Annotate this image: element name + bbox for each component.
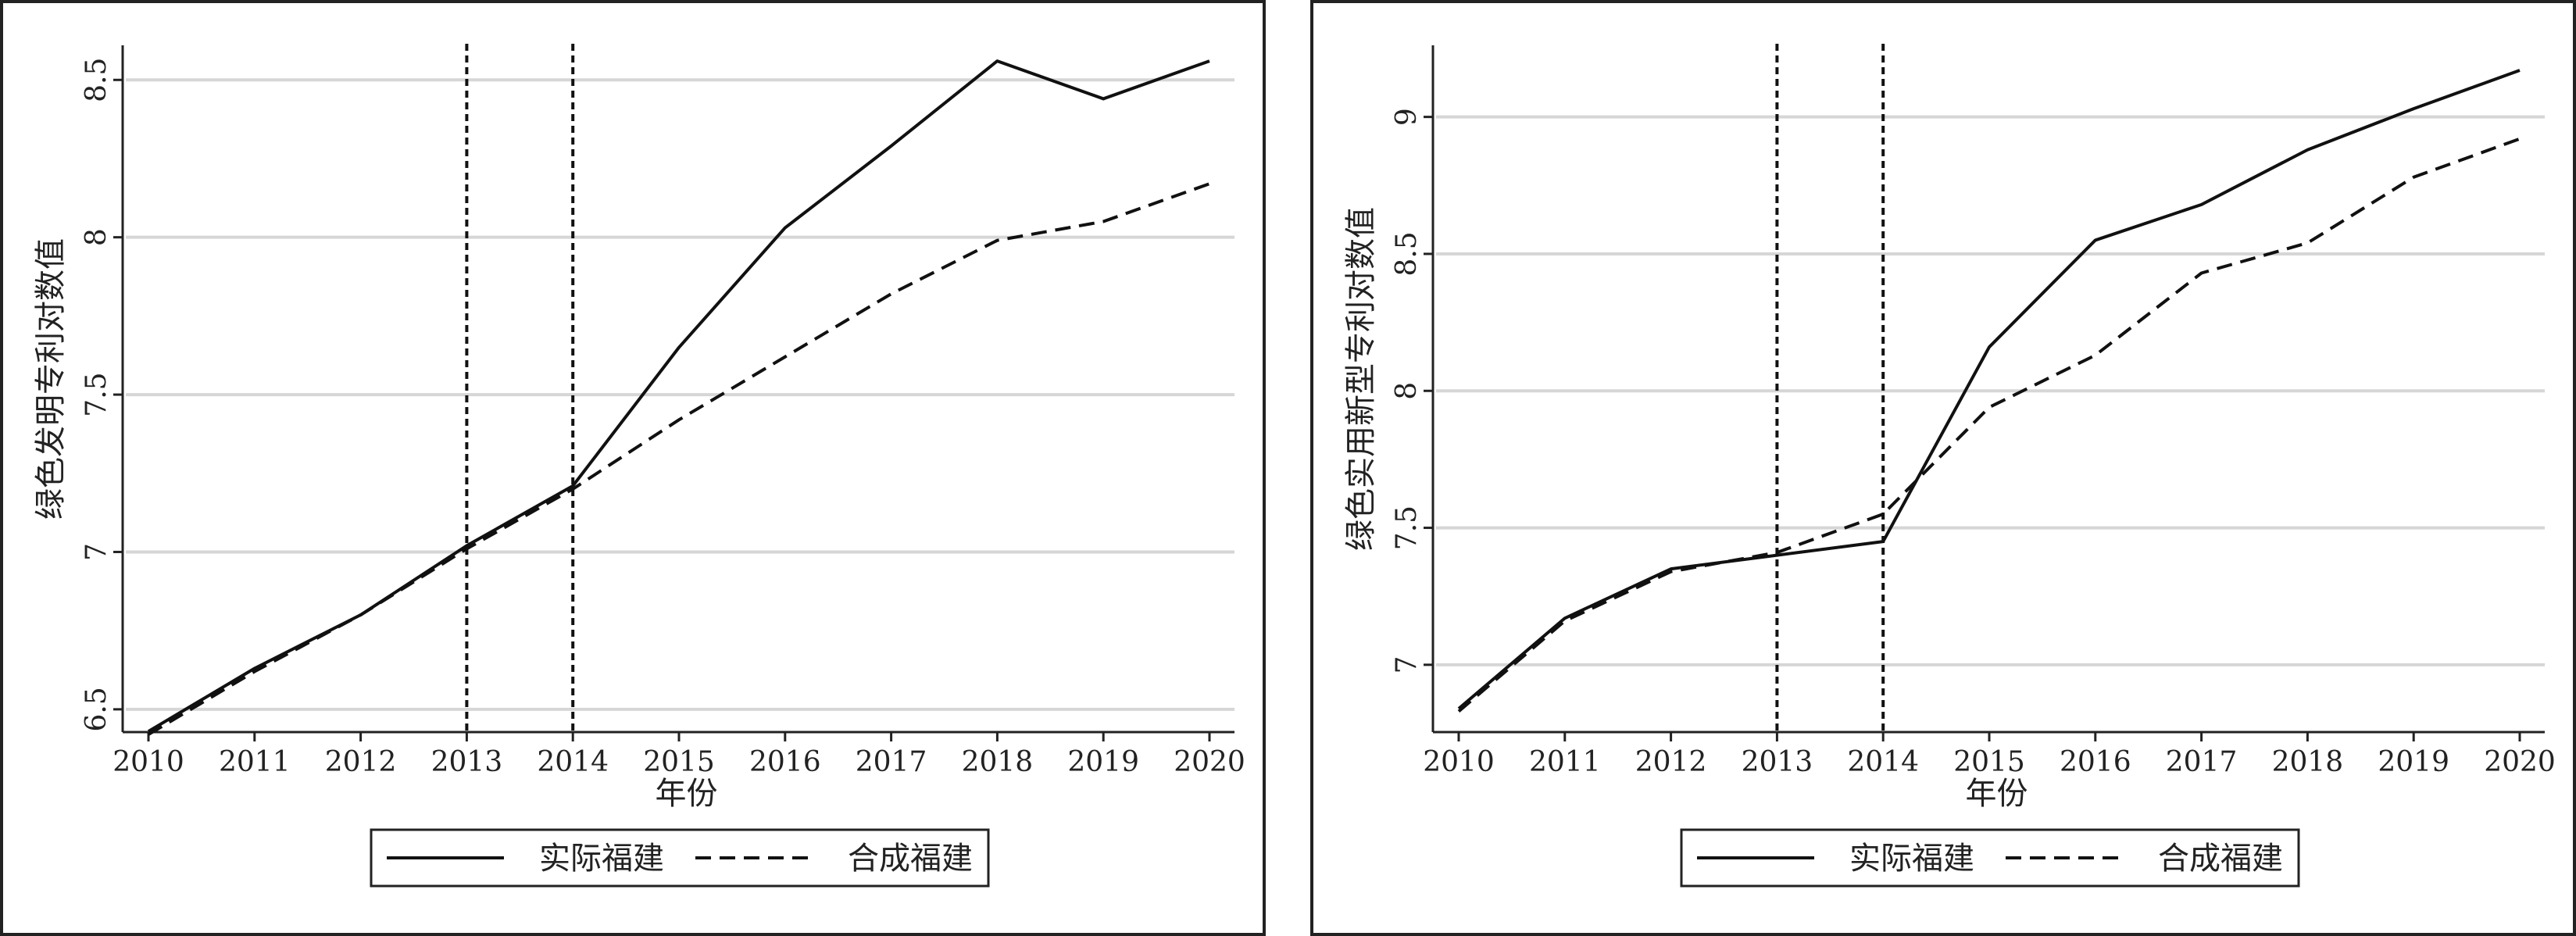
x-tick-label-6: 2016	[2060, 746, 2131, 778]
panel-frame	[1310, 0, 2576, 936]
y-tick-label-3: 8	[80, 228, 113, 246]
y-tick-label-2: 8	[1391, 382, 1423, 400]
chart-utility-patents: 7 7.5 8 8.5 9 2010 2011 2012 2013 2014 2015 2016 201…	[1310, 0, 2576, 936]
y-tick-label-3: 8.5	[1391, 231, 1423, 276]
series-line-1	[1457, 137, 2521, 713]
x-tick-label-8: 2018	[2272, 746, 2344, 778]
chart-panel-invention: 6.5 7 7.5 8 8.5 2010 2011 2012 2013 2014 2015 2016 2…	[0, 0, 1266, 936]
legend-label-0: 实际福建	[1849, 841, 1974, 877]
chart-panel-utility: 7 7.5 8 8.5 9 2010 2011 2012 2013 2014 2015 2016 201…	[1310, 0, 2576, 936]
x-tick-label-8: 2018	[962, 746, 1034, 778]
series-line-1	[147, 182, 1210, 736]
x-tick-label-2: 2012	[1635, 746, 1707, 778]
series-line-0	[1457, 69, 2521, 710]
x-tick-label-2: 2012	[325, 746, 397, 778]
x-tick-label-3: 2013	[431, 746, 503, 778]
x-tick-label-7: 2017	[856, 746, 927, 778]
x-tick-label-4: 2014	[537, 746, 609, 778]
legend-label-1: 合成福建	[2158, 841, 2283, 877]
x-tick-label-3: 2013	[1742, 746, 1813, 778]
x-tick-label-6: 2016	[749, 746, 821, 778]
series-line-0	[147, 59, 1210, 733]
x-tick-label-5: 2015	[643, 746, 715, 778]
y-axis-title: 绿色实用新型专利对数值	[1343, 207, 1379, 551]
x-tick-label-0: 2010	[1423, 746, 1495, 778]
y-tick-label-4: 9	[1391, 108, 1423, 126]
x-tick-label-7: 2017	[2166, 746, 2238, 778]
legend-label-1: 合成福建	[848, 841, 973, 877]
x-tick-label-5: 2015	[1953, 746, 2025, 778]
y-tick-label-2: 7.5	[80, 372, 113, 416]
x-tick-label-1: 2011	[219, 746, 291, 778]
legend-label-0: 实际福建	[539, 841, 664, 877]
y-tick-label-1: 7.5	[1391, 506, 1423, 550]
x-tick-label-9: 2019	[2378, 746, 2449, 778]
y-tick-label-1: 7	[80, 543, 113, 561]
y-tick-label-4: 8.5	[80, 58, 113, 102]
y-tick-label-0: 6.5	[80, 687, 113, 731]
chart-invention-patents: 6.5 7 7.5 8 8.5 2010 2011 2012 2013 2014 2015 2016 2…	[0, 0, 1266, 936]
x-axis-title: 年份	[656, 776, 718, 812]
y-tick-label-0: 7	[1391, 656, 1423, 673]
x-tick-label-1: 2011	[1529, 746, 1601, 778]
panel-frame	[0, 0, 1266, 936]
x-tick-label-10: 2020	[1174, 746, 1245, 778]
y-axis-title: 绿色发明专利对数值	[33, 238, 69, 520]
x-axis-title: 年份	[1966, 776, 2028, 812]
x-tick-label-9: 2019	[1067, 746, 1139, 778]
x-tick-label-0: 2010	[113, 746, 184, 778]
x-tick-label-10: 2020	[2484, 746, 2556, 778]
x-tick-label-4: 2014	[1847, 746, 1919, 778]
